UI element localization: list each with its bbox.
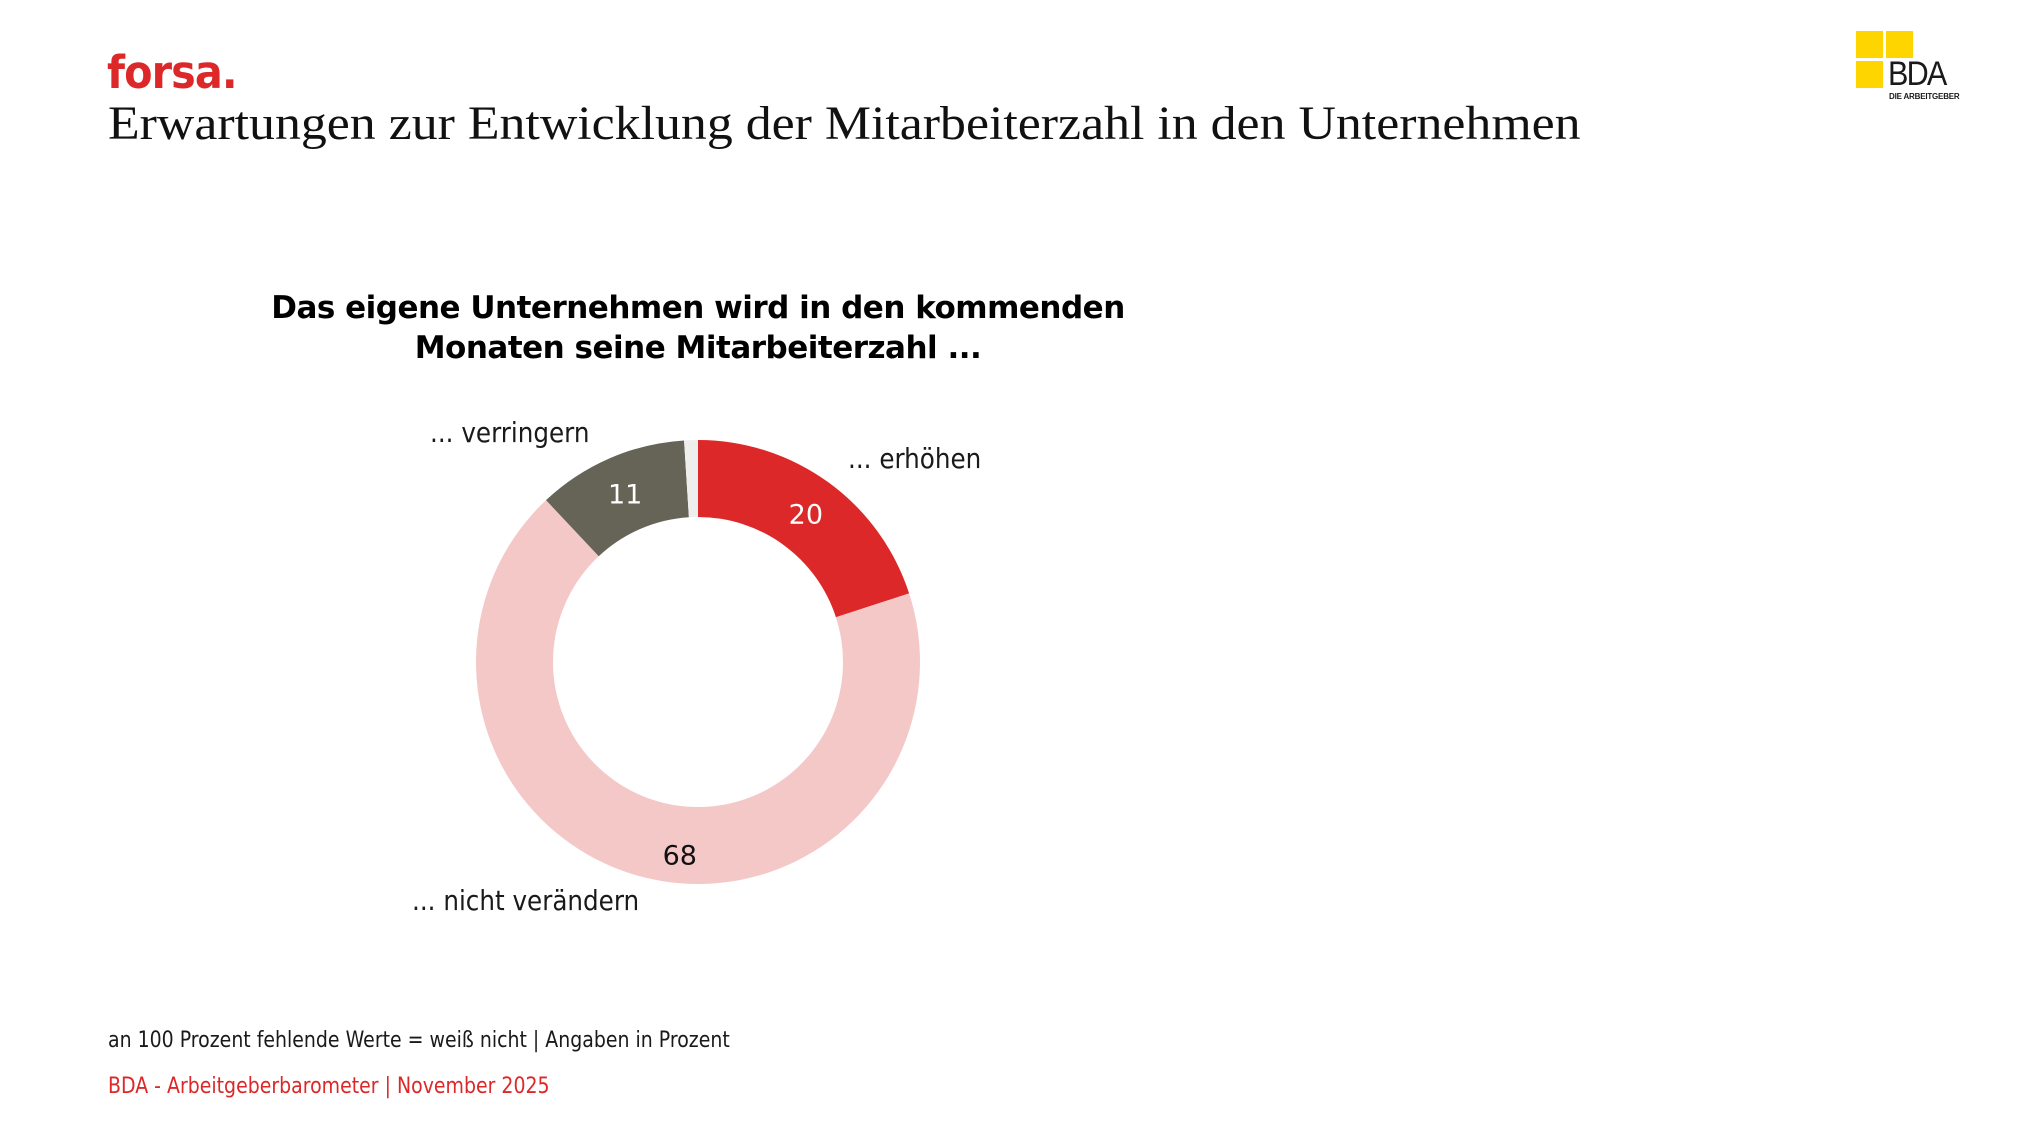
bda-logo: BDA DIE ARBEITGEBER (1856, 31, 1966, 106)
chart-title-line-1: Das eigene Unternehmen wird in den komme… (271, 290, 1125, 326)
slice-label-nicht-veraendern: ... nicht verändern (412, 884, 640, 917)
slice-label-verringern: ... verringern (430, 416, 590, 449)
donut-slice-4 (684, 440, 698, 518)
slice-label-erhoehen: ... erhöhen (848, 442, 982, 475)
source-note: BDA - Arbeitgeberbarometer | November 20… (108, 1074, 550, 1099)
logo-wordmark: BDA (1888, 55, 1947, 93)
logo-square-icon (1856, 61, 1883, 88)
chart-title-line-2: Monaten seine Mitarbeiterzahl ... (414, 330, 982, 366)
footnote: an 100 Prozent fehlende Werte = weiß nic… (108, 1028, 730, 1053)
donut-slice-3 (546, 440, 689, 557)
donut-slice-2 (475, 500, 920, 884)
forsa-logo: forsa. (107, 46, 238, 99)
logo-square-icon (1886, 31, 1913, 58)
slice-value-label: 68 (663, 841, 697, 872)
logo-tagline: DIE ARBEITGEBER (1889, 92, 1960, 101)
slice-value-label: 11 (608, 480, 642, 511)
logo-square-icon (1856, 31, 1883, 58)
donut-slice-1 (698, 440, 910, 618)
page-title: Erwartungen zur Entwicklung der Mitarbei… (108, 97, 1581, 150)
slice-value-label: 20 (789, 500, 823, 531)
